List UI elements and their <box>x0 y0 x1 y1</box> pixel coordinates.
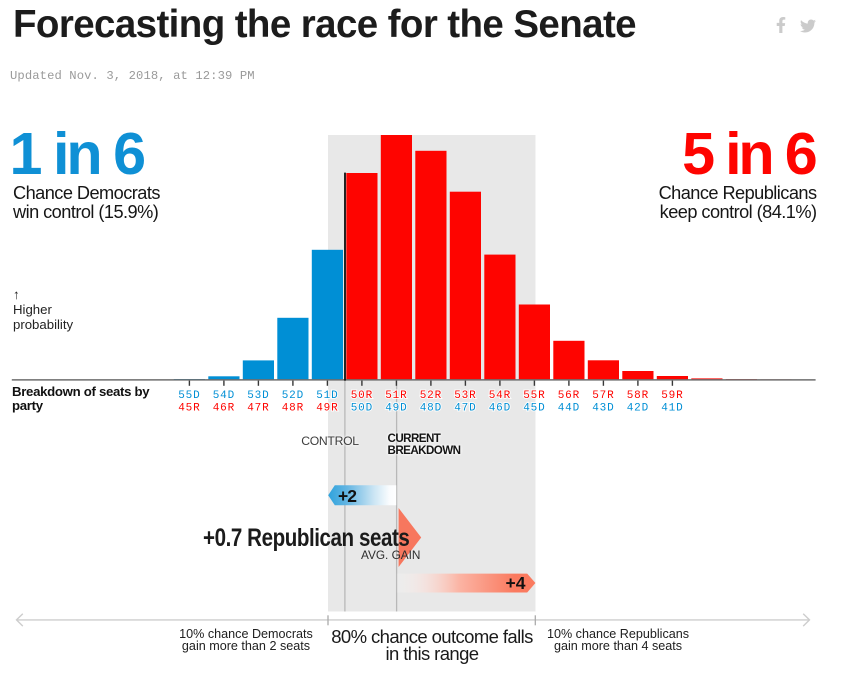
svg-text:46R: 46R <box>213 402 235 414</box>
svg-text:59R: 59R <box>661 390 683 402</box>
svg-text:53R: 53R <box>454 390 476 402</box>
svg-text:51D: 51D <box>316 390 338 402</box>
svg-text:57R: 57R <box>592 390 614 402</box>
svg-text:52D: 52D <box>282 390 304 402</box>
svg-text:44D: 44D <box>558 402 580 414</box>
svg-text:54R: 54R <box>489 390 511 402</box>
svg-text:50R: 50R <box>351 390 373 402</box>
svg-text:49D: 49D <box>385 402 407 414</box>
svg-text:56R: 56R <box>558 390 580 402</box>
svg-text:42D: 42D <box>627 402 649 414</box>
svg-text:50D: 50D <box>351 402 373 414</box>
svg-text:47R: 47R <box>247 402 269 414</box>
svg-text:41D: 41D <box>661 402 683 414</box>
svg-text:46D: 46D <box>489 402 511 414</box>
svg-text:55D: 55D <box>178 390 200 402</box>
svg-text:55R: 55R <box>523 390 545 402</box>
svg-text:45R: 45R <box>178 402 200 414</box>
svg-text:45D: 45D <box>523 402 545 414</box>
svg-text:54D: 54D <box>213 390 235 402</box>
svg-text:47D: 47D <box>454 402 476 414</box>
svg-text:48R: 48R <box>282 402 304 414</box>
svg-text:43D: 43D <box>592 402 614 414</box>
svg-text:58R: 58R <box>627 390 649 402</box>
svg-text:49R: 49R <box>316 402 338 414</box>
svg-text:53D: 53D <box>247 390 269 402</box>
svg-text:51R: 51R <box>385 390 407 402</box>
svg-text:48D: 48D <box>420 402 442 414</box>
svg-text:52R: 52R <box>420 390 442 402</box>
